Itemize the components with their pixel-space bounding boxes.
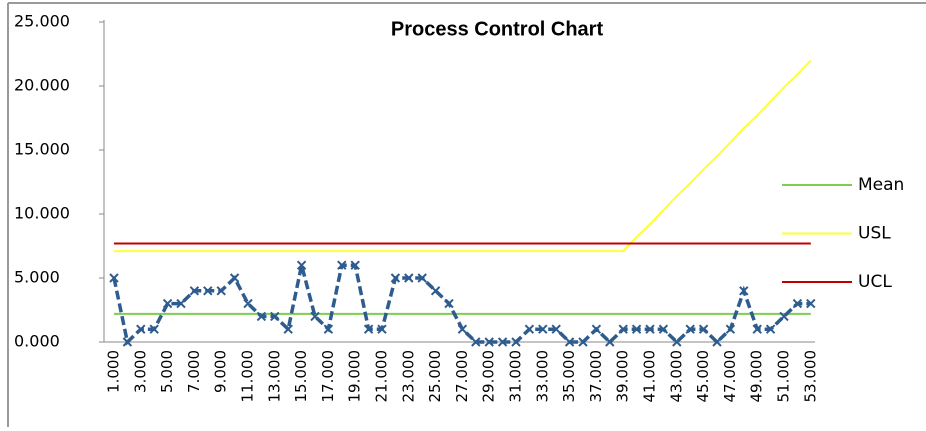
- x-tick-label: 13.000: [265, 350, 283, 403]
- point-marker: [243, 298, 253, 309]
- x-tick-label: 35.000: [560, 350, 578, 403]
- point-marker: [337, 260, 347, 270]
- x-tick-label: 25.000: [426, 350, 444, 403]
- point-marker: [578, 337, 588, 347]
- point-marker: [591, 324, 602, 334]
- point-marker: [323, 324, 334, 334]
- point-marker: [618, 324, 628, 334]
- point-marker: [658, 324, 669, 334]
- point-marker: [685, 324, 695, 334]
- legend-label: UCL: [858, 272, 892, 292]
- x-tick-label: 3.000: [131, 350, 149, 393]
- legend-label: Mean: [858, 175, 904, 195]
- point-marker: [457, 324, 468, 334]
- point-marker: [176, 298, 186, 309]
- point-marker: [363, 324, 374, 334]
- point-marker: [149, 324, 159, 334]
- x-tick-label: 23.000: [399, 350, 417, 403]
- point-marker: [471, 337, 481, 347]
- x-tick-label: 11.000: [239, 350, 257, 403]
- x-tick-label: 29.000: [480, 350, 498, 403]
- point-marker: [698, 324, 709, 334]
- x-tick-label: 51.000: [775, 350, 793, 403]
- point-marker: [779, 311, 789, 322]
- point-marker: [497, 337, 508, 347]
- point-marker: [256, 311, 267, 322]
- point-marker: [203, 286, 213, 296]
- x-tick-label: 15.000: [292, 350, 310, 403]
- y-tick-label: 10.000: [14, 204, 70, 223]
- point-marker: [216, 286, 226, 296]
- point-marker: [645, 324, 655, 334]
- point-marker: [739, 286, 749, 296]
- x-tick-label: 37.000: [587, 350, 605, 403]
- x-tick-label: 49.000: [748, 350, 766, 403]
- x-tick-label: 9.000: [212, 350, 230, 393]
- point-marker: [390, 273, 401, 283]
- point-marker: [136, 324, 146, 334]
- x-tick-label: 21.000: [373, 350, 391, 403]
- series-line: [114, 59, 812, 253]
- point-marker: [377, 324, 387, 334]
- point-marker: [350, 260, 360, 270]
- x-tick-label: 47.000: [721, 350, 739, 403]
- point-marker: [551, 324, 561, 334]
- point-marker: [162, 298, 173, 309]
- x-tick-label: 41.000: [641, 350, 659, 403]
- x-tick-label: 43.000: [667, 350, 685, 403]
- y-tick-label: 20.000: [14, 76, 70, 95]
- point-marker: [122, 337, 133, 347]
- point-marker: [752, 324, 762, 334]
- x-tick-label: 5.000: [158, 350, 176, 393]
- point-marker: [765, 324, 776, 334]
- x-tick-label: 33.000: [533, 350, 551, 403]
- point-marker: [404, 273, 414, 283]
- point-marker: [792, 298, 803, 309]
- point-marker: [296, 260, 307, 270]
- chart-title: Process Control Chart: [391, 18, 604, 40]
- point-marker: [417, 273, 427, 283]
- point-marker: [229, 273, 240, 283]
- point-marker: [189, 286, 200, 296]
- point-marker: [524, 324, 535, 334]
- point-marker: [672, 337, 682, 347]
- point-marker: [631, 324, 642, 334]
- y-tick-label: 0.000: [14, 332, 60, 351]
- x-tick-label: 53.000: [801, 350, 819, 403]
- point-marker: [484, 337, 494, 347]
- y-tick-label: 15.000: [14, 140, 70, 159]
- x-tick-label: 39.000: [614, 350, 632, 403]
- point-marker: [538, 324, 548, 334]
- x-tick-label: 7.000: [185, 350, 203, 393]
- x-tick-label: 17.000: [319, 350, 337, 403]
- point-marker: [109, 273, 119, 283]
- point-marker: [310, 311, 320, 322]
- x-tick-label: 1.000: [105, 350, 123, 393]
- point-marker: [806, 298, 816, 309]
- point-marker: [430, 286, 441, 296]
- point-marker: [511, 337, 521, 347]
- point-marker: [564, 337, 575, 347]
- x-tick-label: 27.000: [453, 350, 471, 403]
- y-tick-label: 25.000: [14, 12, 70, 31]
- point-marker: [283, 324, 293, 334]
- x-tick-label: 19.000: [346, 350, 364, 403]
- point-marker: [270, 311, 280, 322]
- x-tick-label: 45.000: [694, 350, 712, 403]
- legend-label: USL: [858, 224, 891, 244]
- point-marker: [712, 337, 722, 347]
- point-marker: [444, 298, 454, 309]
- point-marker: [605, 337, 615, 347]
- x-tick-label: 31.000: [507, 350, 525, 403]
- y-tick-label: 5.000: [14, 268, 60, 287]
- point-marker: [725, 324, 736, 334]
